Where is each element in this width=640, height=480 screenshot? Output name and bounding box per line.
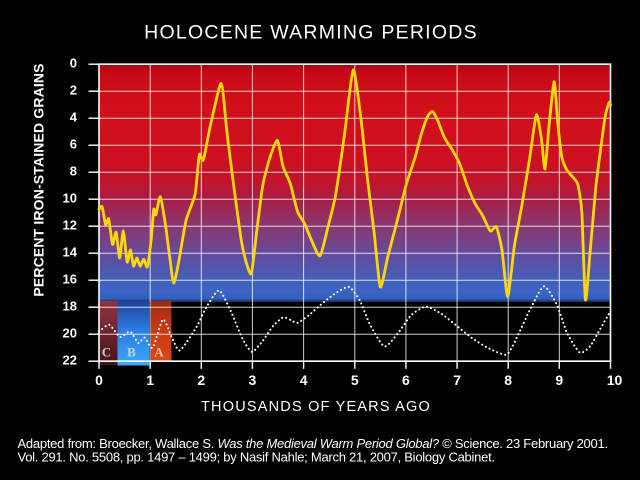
svg-text:14: 14	[63, 245, 78, 260]
svg-text:4: 4	[300, 372, 308, 388]
svg-text:Adapted from: Broecker, Wallac: Adapted from: Broecker, Wallace S. Was t…	[18, 436, 608, 451]
svg-text:B: B	[127, 345, 136, 360]
svg-text:12: 12	[63, 218, 77, 233]
svg-text:7: 7	[453, 372, 461, 388]
svg-text:PERCENT IRON-STAINED GRAINS: PERCENT IRON-STAINED GRAINS	[30, 63, 46, 296]
svg-text:16: 16	[63, 272, 77, 287]
svg-text:4: 4	[70, 110, 78, 125]
svg-text:5: 5	[351, 372, 359, 388]
svg-text:3: 3	[249, 372, 257, 388]
svg-text:22: 22	[63, 353, 77, 368]
svg-text:THOUSANDS OF YEARS AGO: THOUSANDS OF YEARS AGO	[201, 399, 431, 415]
svg-text:6: 6	[402, 372, 410, 388]
svg-text:Vol. 291. No. 5508, pp. 1497 –: Vol. 291. No. 5508, pp. 1497 – 1499; by …	[18, 449, 495, 464]
svg-text:9: 9	[555, 372, 563, 388]
svg-text:A: A	[154, 345, 164, 360]
svg-text:8: 8	[70, 164, 77, 179]
svg-text:10: 10	[607, 372, 623, 388]
svg-text:6: 6	[70, 137, 77, 152]
svg-text:0: 0	[70, 56, 77, 71]
svg-text:2: 2	[70, 83, 77, 98]
svg-text:1: 1	[146, 372, 154, 388]
svg-text:HOLOCENE WARMING PERIODS: HOLOCENE WARMING PERIODS	[144, 21, 478, 43]
svg-text:2: 2	[197, 372, 205, 388]
svg-text:8: 8	[504, 372, 512, 388]
svg-text:0: 0	[95, 372, 103, 388]
svg-text:10: 10	[63, 191, 77, 206]
svg-text:C: C	[102, 345, 111, 360]
svg-text:20: 20	[63, 326, 77, 341]
svg-text:18: 18	[63, 299, 77, 314]
